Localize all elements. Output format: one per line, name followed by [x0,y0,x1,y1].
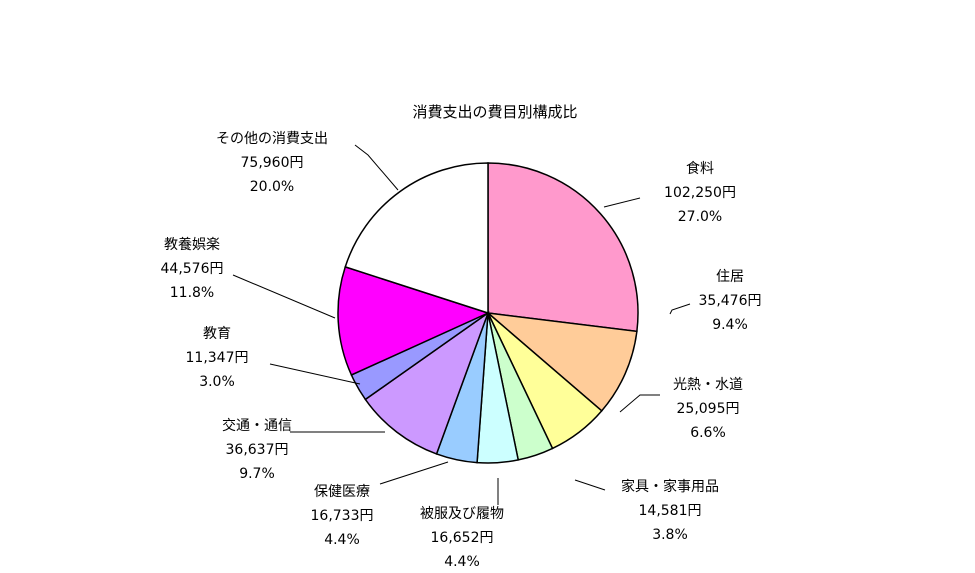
slice-percent-label: 3.8% [652,527,688,543]
slice-name-label: 被服及び履物 [420,506,504,522]
slice-name-label: 教育 [203,326,231,342]
slice-percent-label: 11.8% [170,285,214,301]
slice-name-label: 住居 [716,269,744,285]
pie-slice-1 [487,162,639,333]
leader-line-6 [379,461,449,485]
slice-value-label: 102,250円 [664,185,736,201]
leader-line-8 [269,363,361,385]
slice-percent-label: 6.6% [690,425,726,441]
pie-slices [337,162,639,464]
slice-percent-label: 27.0% [678,209,722,225]
slice-name-label: 家具・家事用品 [621,478,719,495]
leader-line-2 [669,303,691,315]
pie-slice-7 [364,311,490,455]
leader-line-9 [232,274,336,319]
leader-lines [232,144,691,505]
slice-labels: 食料 102,250円 27.0% 住居 35,476円 9.4% 光熱・水道 25,095円… [161,131,762,570]
slice-value-label: 16,733円 [311,508,374,524]
slice-value-label: 14,581円 [639,503,702,519]
slice-name-label: 保健医療 [314,483,370,500]
pie-slice-9 [337,265,491,376]
leader-line-1 [603,197,641,208]
slice-name-label: 教養娯楽 [164,236,220,253]
slice-value-label: 25,095円 [677,401,740,417]
slice-value-label: 16,652円 [431,530,494,546]
slice-percent-label: 3.0% [199,374,235,390]
slice-value-label: 35,476円 [699,293,762,309]
slice-name-label: その他の消費支出 [216,131,328,147]
pie-slice-10 [344,162,489,315]
chart-title: 消費支出の費目別構成比 [412,103,577,121]
slice-percent-label: 4.4% [324,532,360,548]
slice-value-label: 44,576円 [161,261,224,277]
slice-name-label: 光熱・水道 [673,377,743,393]
slice-value-label: 11,347円 [186,350,249,366]
leader-line-4 [574,479,606,491]
slice-value-label: 36,637円 [226,442,289,458]
slice-value-label: 75,960円 [241,155,304,171]
leader-line-3 [619,394,660,413]
pie-slice-2 [485,311,638,412]
slice-percent-label: 9.7% [239,466,275,482]
slice-percent-label: 20.0% [250,179,294,195]
slice-name-label: 交通・通信 [222,417,292,434]
slice-name-label: 食料 [686,160,714,177]
slice-percent-label: 9.4% [712,317,748,333]
leader-line-10 [354,144,399,191]
slice-percent-label: 4.4% [444,554,480,570]
